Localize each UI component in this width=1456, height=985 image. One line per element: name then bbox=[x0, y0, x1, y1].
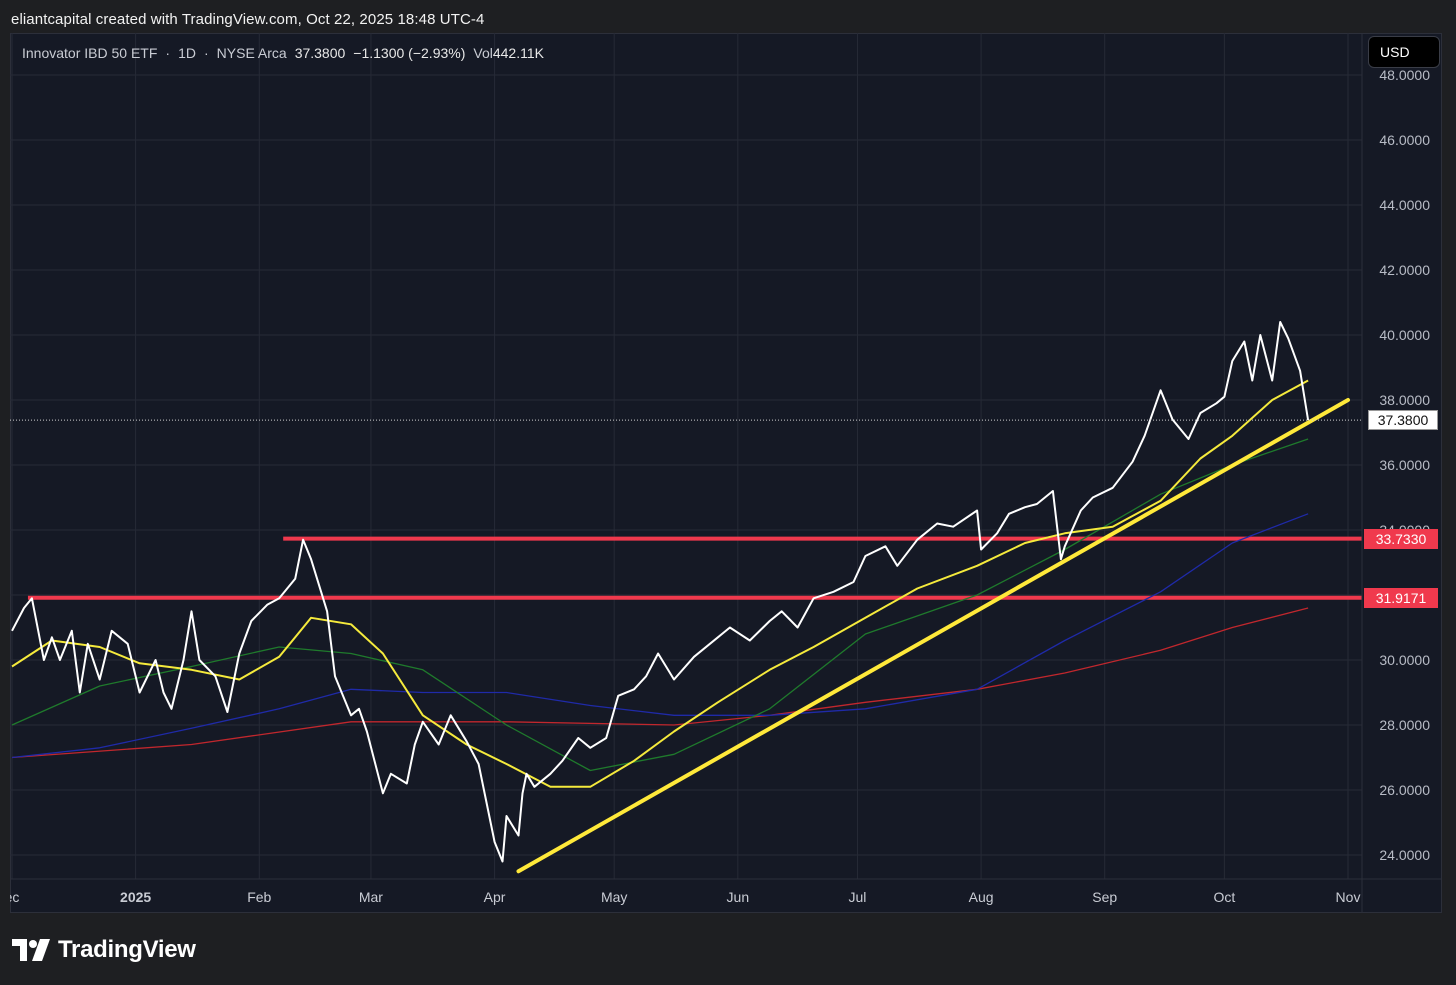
series-ma-green bbox=[11, 438, 1309, 772]
legend-last: 37.3800 bbox=[294, 45, 346, 61]
x-tick-label: ec bbox=[10, 889, 19, 905]
price-chart[interactable]: 24.000026.000028.000030.000032.000034.00… bbox=[10, 33, 1442, 913]
y-tick-label: 40.0000 bbox=[1379, 327, 1430, 343]
x-tick-label: Sep bbox=[1092, 889, 1117, 905]
y-tick-label: 46.0000 bbox=[1379, 132, 1430, 148]
legend-exchange: NYSE Arca bbox=[216, 45, 287, 61]
x-tick-label: Nov bbox=[1336, 889, 1361, 905]
series-ma-yellow bbox=[11, 379, 1309, 788]
series-ma-red bbox=[11, 607, 1309, 759]
chart-frame bbox=[10, 33, 1442, 913]
y-tick-label: 30.0000 bbox=[1379, 652, 1430, 668]
x-tick-label: Jun bbox=[727, 889, 750, 905]
tradingview-logo-text: TradingView bbox=[58, 936, 196, 963]
y-tick-label: 44.0000 bbox=[1379, 197, 1430, 213]
y-tick-label: 42.0000 bbox=[1379, 262, 1430, 278]
series-ma-blue bbox=[11, 513, 1309, 759]
currency-button[interactable]: USD bbox=[1368, 36, 1440, 68]
y-tick-label: 36.0000 bbox=[1379, 457, 1430, 473]
chart-legend: Innovator IBD 50 ETF · 1D · NYSE Arca 37… bbox=[22, 45, 544, 61]
last-price-tag: 37.3800 bbox=[1368, 410, 1438, 431]
uptrend-line bbox=[516, 398, 1350, 874]
legend-volume-value: 442.11K bbox=[492, 45, 544, 61]
tradingview-logo: TradingView bbox=[12, 936, 196, 964]
legend-volume: Vol442.11K bbox=[473, 45, 544, 61]
tradingview-logo-icon bbox=[12, 939, 50, 961]
y-tick-label: 28.0000 bbox=[1379, 717, 1430, 733]
legend-change: −1.1300 (−2.93%) bbox=[353, 45, 466, 61]
legend-interval: 1D bbox=[178, 45, 196, 61]
y-tick-label: 48.0000 bbox=[1379, 67, 1430, 83]
legend-dot: · bbox=[203, 45, 209, 61]
series-price bbox=[11, 321, 1310, 863]
x-tick-label: Oct bbox=[1213, 889, 1235, 905]
chart-credit: eliantcapital created with TradingView.c… bbox=[11, 11, 485, 28]
resistance-lower-tag: 31.9171 bbox=[1364, 587, 1438, 608]
x-tick-label: Apr bbox=[484, 889, 506, 905]
y-tick-label: 38.0000 bbox=[1379, 392, 1430, 408]
resistance-upper-tag: 33.7330 bbox=[1364, 528, 1438, 549]
y-tick-label: 24.0000 bbox=[1379, 847, 1430, 863]
legend-dot: · bbox=[165, 45, 171, 61]
legend-volume-label: Vol bbox=[473, 45, 493, 61]
x-tick-label: Jul bbox=[849, 889, 867, 905]
x-tick-label: Aug bbox=[969, 889, 994, 905]
x-tick-label: May bbox=[601, 889, 627, 905]
x-tick-label: Feb bbox=[247, 889, 271, 905]
x-tick-label: 2025 bbox=[120, 889, 151, 905]
x-tick-label: Mar bbox=[359, 889, 383, 905]
y-tick-label: 26.0000 bbox=[1379, 782, 1430, 798]
legend-instrument: Innovator IBD 50 ETF bbox=[22, 45, 158, 61]
